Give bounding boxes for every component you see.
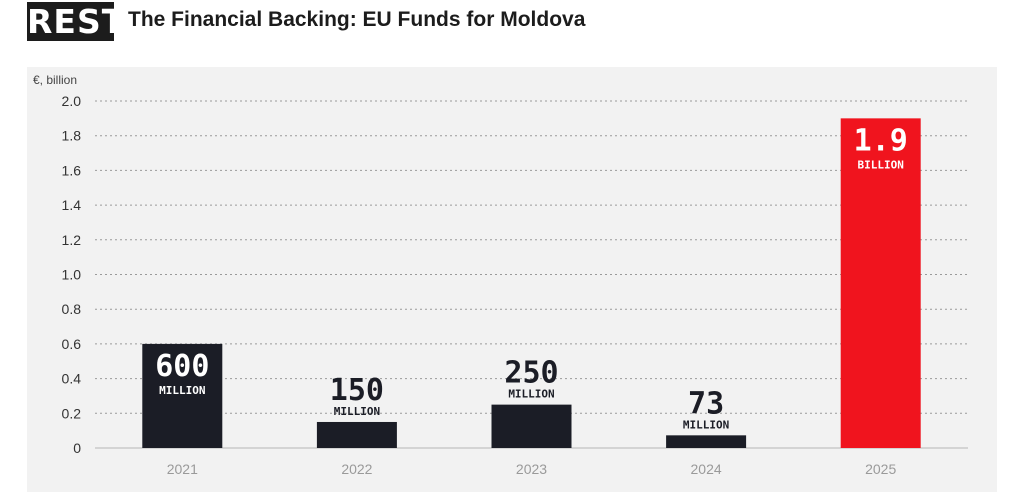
bar-unit-label: MILLION	[508, 388, 554, 401]
chart-title: The Financial Backing: EU Funds for Mold…	[128, 8, 586, 31]
bar	[840, 118, 921, 448]
bar-unit-label: MILLION	[159, 384, 205, 397]
bar-unit-label: BILLION	[858, 158, 904, 171]
y-tick-label: 1.2	[62, 232, 82, 248]
x-tick-label: 2023	[516, 461, 547, 477]
y-tick-label: 0	[73, 440, 81, 456]
bar-value-label: 1.9	[854, 123, 908, 158]
x-tick-label: 2022	[341, 461, 372, 477]
y-tick-label: 0.2	[62, 405, 82, 421]
y-tick-label: 0.6	[62, 336, 82, 352]
bar	[142, 343, 223, 448]
y-tick-label: 0.4	[62, 371, 82, 387]
bar	[491, 404, 572, 448]
y-tick-label: 1.4	[62, 197, 82, 213]
y-tick-label: 1.8	[62, 128, 82, 144]
bar-unit-label: MILLION	[334, 405, 380, 418]
x-tick-label: 2021	[167, 461, 198, 477]
x-tick-label: 2024	[691, 461, 722, 477]
bar	[666, 435, 747, 448]
x-tick-label: 2025	[865, 461, 896, 477]
bar-value-label: 73	[688, 386, 724, 421]
bar-value-label: 250	[504, 356, 558, 391]
y-tick-label: 1.0	[62, 267, 82, 283]
y-tick-label: 0.8	[62, 301, 82, 317]
y-tick-label: 2.0	[62, 93, 82, 109]
y-axis-unit-label: €, billion	[33, 73, 77, 87]
y-tick-label: 1.6	[62, 162, 82, 178]
bar-unit-label: MILLION	[683, 418, 729, 431]
bar	[316, 421, 397, 448]
bar-value-label: 150	[330, 373, 384, 408]
brand-logo: REST	[27, 2, 126, 41]
bar-value-label: 600	[155, 349, 209, 384]
